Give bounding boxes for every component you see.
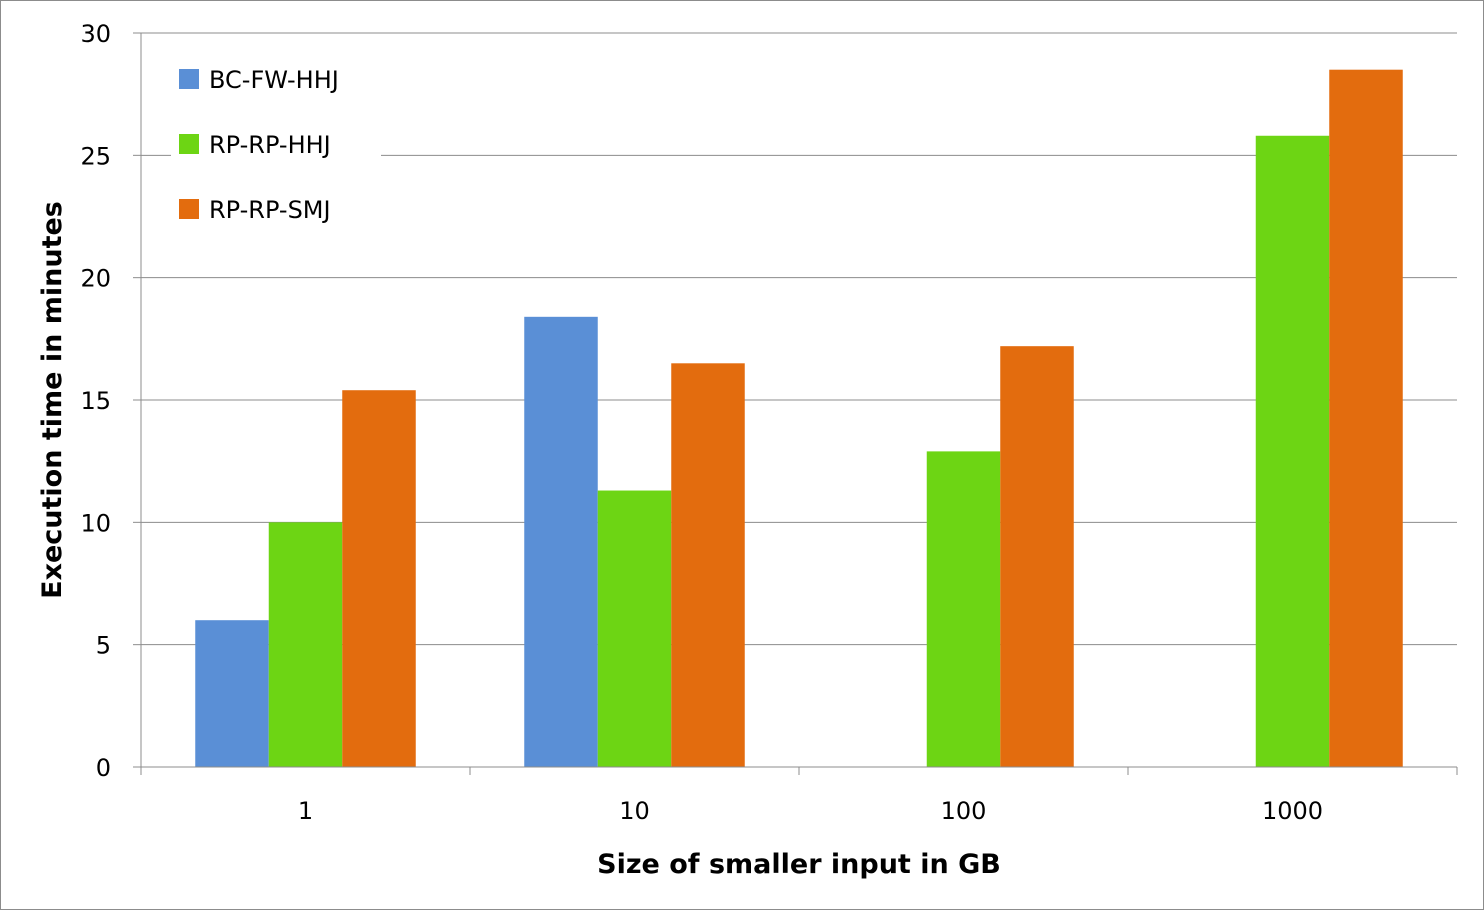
bar-rp-rp-smj [671, 363, 745, 767]
legend-label: RP-RP-HHJ [209, 131, 331, 159]
y-axis-title: Execution time in minutes [37, 201, 68, 599]
x-tick-label: 10 [619, 797, 650, 825]
bar-rp-rp-hhj [1255, 135, 1330, 767]
y-tick-label: 0 [96, 754, 111, 782]
y-tick-label: 25 [80, 142, 111, 170]
y-tick-label: 15 [80, 387, 111, 415]
x-axis-title: Size of smaller input in GB [597, 849, 1001, 880]
legend-background [171, 51, 381, 241]
legend-swatch [179, 69, 199, 89]
y-tick-label: 10 [80, 509, 111, 537]
x-tick-label: 100 [941, 797, 987, 825]
bar-bc-fw-hhj [195, 620, 269, 767]
y-tick-label: 20 [80, 265, 111, 293]
x-tick-label: 1 [298, 797, 313, 825]
x-tick-label: 1000 [1262, 797, 1323, 825]
bar-rp-rp-smj [342, 390, 416, 767]
bar-rp-rp-smj [1329, 69, 1403, 767]
legend-swatch [179, 134, 199, 154]
y-tick-label: 5 [96, 632, 111, 660]
bars [195, 69, 1403, 767]
bar-rp-rp-hhj [268, 522, 343, 767]
legend-swatch [179, 199, 199, 219]
legend: BC-FW-HHJ RP-RP-HHJ RP-RP-SMJ [171, 51, 381, 241]
y-tick-label: 30 [80, 20, 111, 48]
bar-rp-rp-smj [1000, 346, 1074, 767]
axes: 0 5 10 15 20 25 30 1 10 100 1000 [80, 20, 1458, 825]
legend-label: BC-FW-HHJ [209, 66, 339, 94]
bar-rp-rp-hhj [926, 451, 1001, 767]
legend-label: RP-RP-SMJ [209, 196, 331, 224]
bar-bc-fw-hhj [524, 316, 598, 767]
bar-rp-rp-hhj [597, 490, 672, 767]
